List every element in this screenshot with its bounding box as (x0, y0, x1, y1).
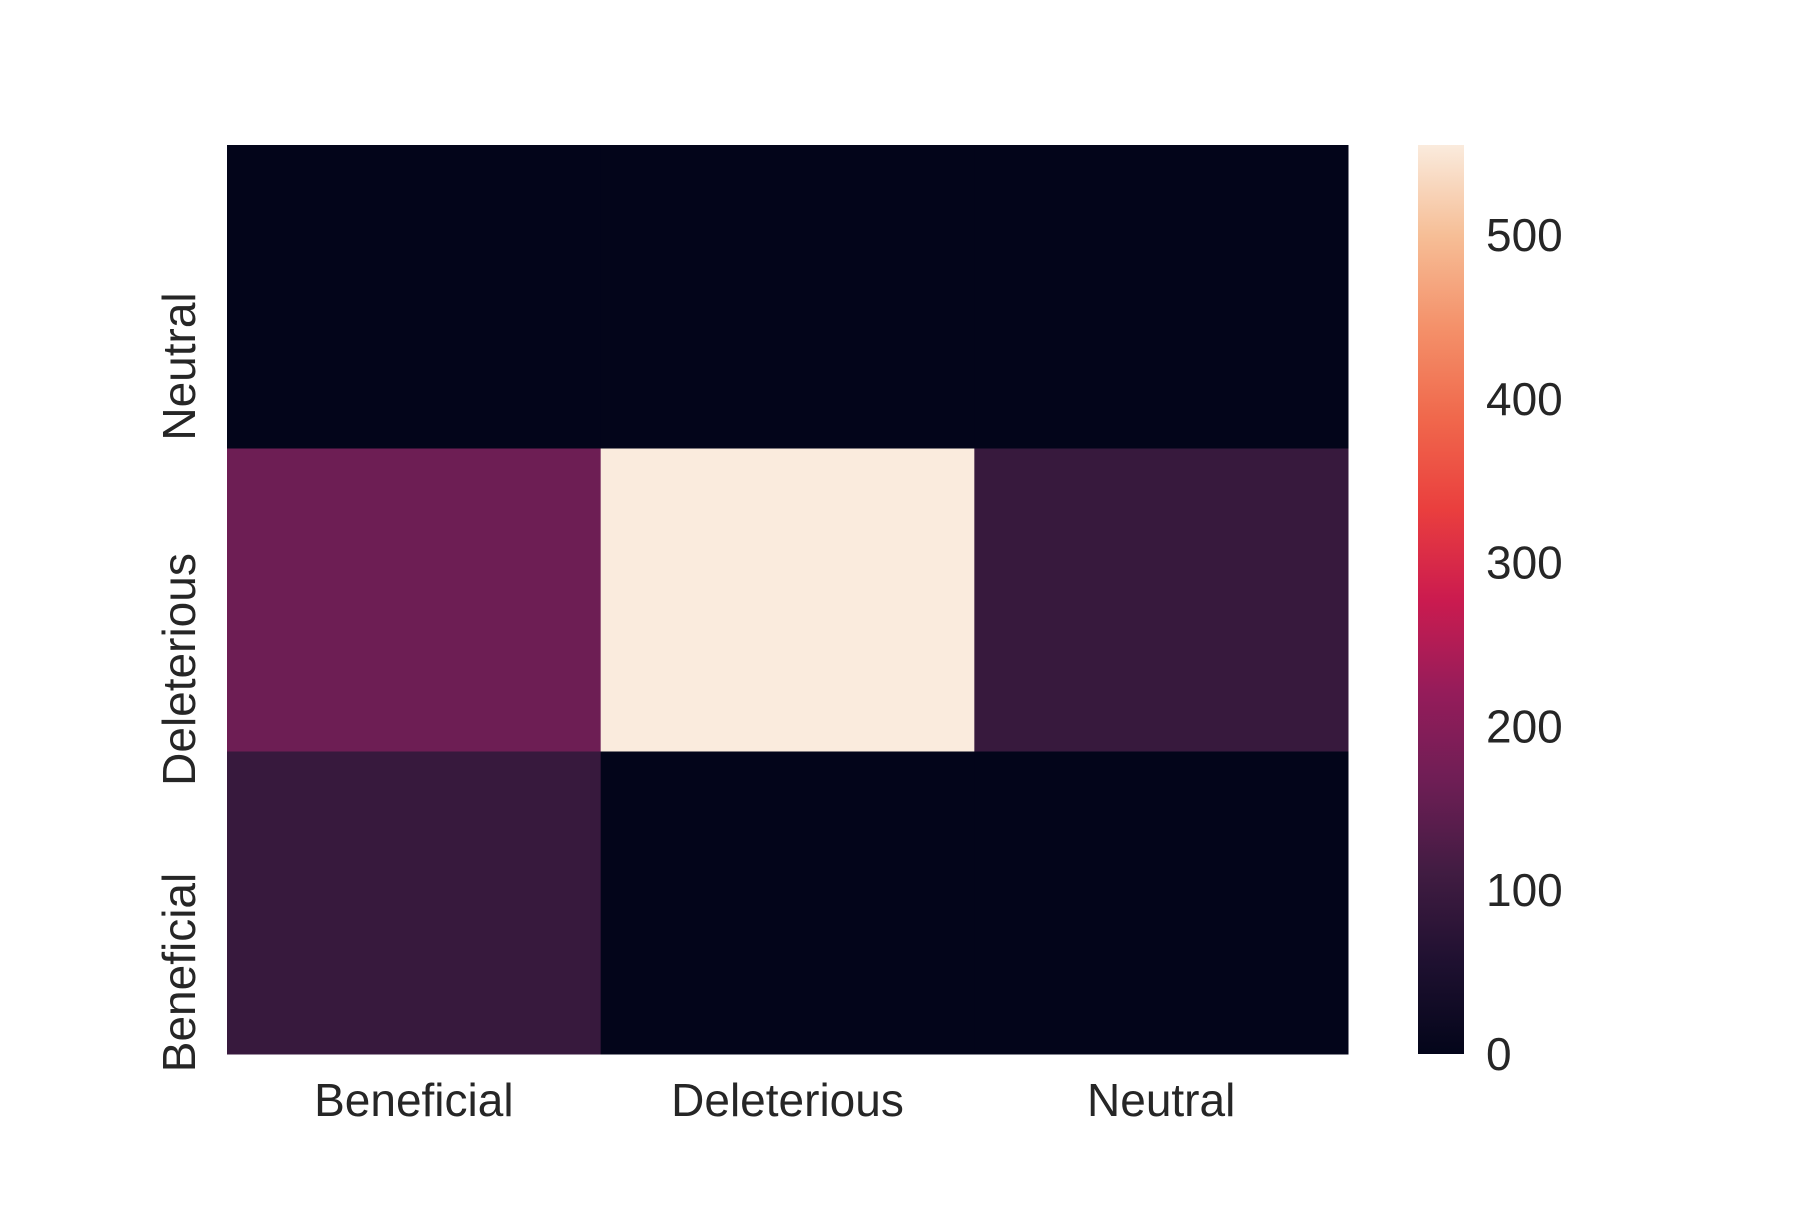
colorbar-tick-label: 400 (1486, 373, 1563, 425)
x-tick-label: Neutral (1087, 1074, 1235, 1126)
x-tick-labels: Beneficial Deleterious Neutral (314, 1074, 1235, 1126)
heatmap-cell-deleterious-beneficial (227, 448, 602, 752)
colorbar-gradient-bar (1418, 145, 1464, 1054)
heatmap-cells (227, 145, 1349, 1055)
x-tick-label: Deleterious (671, 1074, 904, 1126)
colorbar-tick-label: 0 (1486, 1028, 1512, 1080)
y-tick-label: Deleterious (153, 553, 205, 786)
heatmap-cell-deleterious-neutral (974, 448, 1349, 752)
heatmap-cell-deleterious-deleterious (600, 448, 975, 752)
heatmap-cell-neutral-beneficial (227, 145, 602, 449)
colorbar-tick-label: 100 (1486, 864, 1563, 916)
y-tick-labels: Beneficial Deleterious Neutral (153, 292, 205, 1072)
colorbar-tick-label: 300 (1486, 537, 1563, 589)
heatmap-cell-beneficial-neutral (974, 751, 1349, 1055)
heatmap-cell-beneficial-deleterious (600, 751, 975, 1055)
heatmap-cell-neutral-deleterious (600, 145, 975, 449)
y-tick-label: Beneficial (153, 873, 205, 1072)
colorbar: 0 100 200 300 400 500 (1418, 145, 1563, 1080)
colorbar-tick-label: 500 (1486, 209, 1563, 261)
x-tick-label: Beneficial (314, 1074, 513, 1126)
heatmap-cell-neutral-neutral (974, 145, 1349, 449)
colorbar-tick-label: 200 (1486, 700, 1563, 752)
heatmap-cell-beneficial-beneficial (227, 751, 602, 1055)
y-tick-label: Neutral (153, 292, 205, 440)
